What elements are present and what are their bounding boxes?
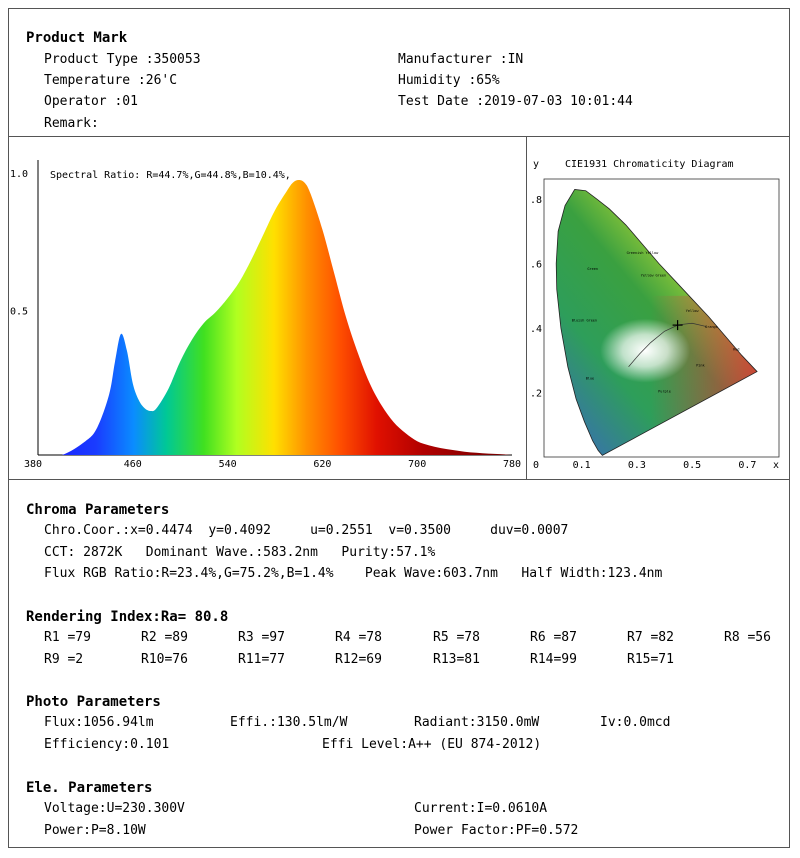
rendering-index-value: R10=76 bbox=[141, 652, 188, 667]
rendering-index-value: R9 =2 bbox=[44, 652, 84, 667]
cie-region-label: Green bbox=[587, 267, 598, 271]
graph-divider bbox=[526, 136, 527, 480]
chroma-line3: Flux RGB Ratio:R=23.4%,G=75.2%,B=1.4% Pe… bbox=[44, 566, 663, 581]
rendering-index-value: R8 =56 bbox=[724, 630, 771, 645]
graph-panel bbox=[8, 136, 790, 480]
spectrum-x-tick: 460 bbox=[124, 459, 142, 470]
cie-region-label: Yellow Green bbox=[641, 273, 666, 277]
cie-region-label: Greenish Yellow bbox=[627, 251, 660, 255]
ele-pf: Power Factor:PF=0.572 bbox=[414, 823, 579, 838]
planckian-locus bbox=[628, 322, 707, 367]
remark: Remark: bbox=[44, 116, 99, 131]
spectrum-y-tick: 0.5 bbox=[10, 307, 28, 318]
operator: Operator :01 bbox=[44, 94, 138, 109]
rendering-index-value: R5 =78 bbox=[433, 630, 480, 645]
cie-plot-border bbox=[543, 178, 780, 458]
cie-y-tick: .8 bbox=[530, 195, 542, 206]
ele-heading: Ele. Parameters bbox=[26, 780, 153, 796]
spectrum-x-tick: 620 bbox=[313, 459, 331, 470]
spectrum-x-tick: 540 bbox=[219, 459, 237, 470]
spectrum-x-tick: 780 bbox=[503, 459, 521, 470]
spectrum-x-tick: 380 bbox=[24, 459, 42, 470]
spectrum-x-tick: 700 bbox=[408, 459, 426, 470]
photo-effi-level: Effi Level:A++ (EU 874-2012) bbox=[322, 737, 542, 752]
spectrum-area bbox=[38, 180, 512, 455]
cie-chart: y CIE1931 Chromaticity Diagram Greenish … bbox=[530, 159, 780, 471]
rendering-index-value: R3 =97 bbox=[238, 630, 285, 645]
manufacturer: Manufacturer :IN bbox=[398, 52, 524, 67]
rendering-index-value: R13=81 bbox=[433, 652, 480, 667]
cie-region-label: Purple bbox=[658, 390, 671, 394]
cie-region-label: Pink bbox=[696, 364, 705, 368]
rendering-index-value: R2 =89 bbox=[141, 630, 188, 645]
cie-x-tick: 0.1 bbox=[573, 460, 591, 471]
cie-title: CIE1931 Chromaticity Diagram bbox=[565, 159, 734, 170]
cie-ylabel: y bbox=[533, 159, 539, 170]
photo-efficiency: Efficiency:0.101 bbox=[44, 737, 170, 752]
photo-radiant: Radiant:3150.0mW bbox=[414, 715, 540, 730]
photo-heading: Photo Parameters bbox=[26, 694, 161, 710]
rendering-index-value: R12=69 bbox=[335, 652, 382, 667]
photo-effi: Effi.:130.5lm/W bbox=[230, 715, 348, 730]
rendering-index-value: R11=77 bbox=[238, 652, 285, 667]
chroma-line2: CCT: 2872K Dominant Wave.:583.2nm Purity… bbox=[44, 545, 436, 560]
ele-current: Current:I=0.0610A bbox=[414, 801, 548, 816]
product-type: Product Type :350053 bbox=[44, 52, 201, 67]
rendering-index-value: R7 =82 bbox=[627, 630, 674, 645]
chroma-heading: Chroma Parameters bbox=[26, 502, 170, 518]
rendering-index-value: R1 =79 bbox=[44, 630, 91, 645]
cie-y-tick: .4 bbox=[530, 324, 542, 335]
cie-region-label: Bluish Green bbox=[572, 319, 597, 323]
spectral-ratio-annotation: Spectral Ratio: R=44.7%,G=44.8%,B=10.4%, bbox=[50, 170, 291, 181]
rendering-index-value: R15=71 bbox=[627, 652, 674, 667]
rendering-index-value: R4 =78 bbox=[335, 630, 382, 645]
cie-region-label: Yellow bbox=[686, 309, 700, 313]
ele-power: Power:P=8.10W bbox=[44, 823, 146, 838]
rendering-index-value: R6 =87 bbox=[530, 630, 577, 645]
product-mark-heading: Product Mark bbox=[26, 30, 128, 46]
humidity: Humidity :65% bbox=[398, 73, 500, 88]
report-frame bbox=[8, 8, 790, 848]
temperature: Temperature :26'C bbox=[44, 73, 178, 88]
cie-region-label: Red bbox=[733, 348, 739, 352]
cie-y-tick: .6 bbox=[530, 260, 542, 271]
test-date: Test Date :2019-07-03 10:01:44 bbox=[398, 94, 633, 109]
photo-flux: Flux:1056.94lm bbox=[44, 715, 154, 730]
cie-region-label: Blue bbox=[586, 377, 594, 381]
cie-x-tick: 0.5 bbox=[683, 460, 701, 471]
photo-iv: Iv:0.0mcd bbox=[600, 715, 671, 730]
cie-region-label: Orange bbox=[705, 325, 718, 329]
cie-xlabel: x bbox=[773, 460, 779, 471]
rendering-index-value: R14=99 bbox=[530, 652, 577, 667]
cie-y-tick: .2 bbox=[530, 389, 542, 400]
cie-x-tick: 0 bbox=[533, 460, 539, 471]
cie-x-tick: 0.3 bbox=[628, 460, 646, 471]
chroma-line1: Chro.Coor.:x=0.4474 y=0.4092 u=0.2551 v=… bbox=[44, 523, 569, 538]
cie-x-tick: 0.7 bbox=[738, 460, 756, 471]
ele-voltage: Voltage:U=230.300V bbox=[44, 801, 185, 816]
spectrum-y-tick: 1.0 bbox=[10, 169, 28, 180]
rendering-heading: Rendering Index:Ra= 80.8 bbox=[26, 609, 229, 625]
